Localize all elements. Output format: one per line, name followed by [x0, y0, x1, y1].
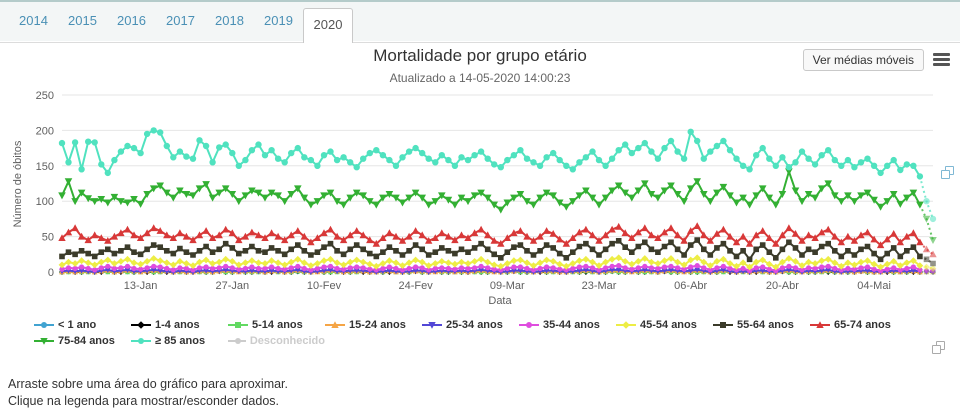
- series-markers-tail-55-64-anos: [923, 256, 936, 267]
- usage-hints: Arraste sobre uma área do gráfico para a…: [8, 376, 288, 410]
- x-tick-label: 04-Mai: [857, 280, 891, 292]
- copy-chart-icon[interactable]: [932, 341, 946, 355]
- legend-item-desconhecido[interactable]: Desconhecido: [228, 334, 325, 347]
- series-markers-75-84-anos: [58, 168, 924, 214]
- legend-item-1-4-anos[interactable]: 1-4 anos: [131, 318, 228, 331]
- y-tick-label: 250: [36, 90, 54, 102]
- legend-marker-75-84-anos: [34, 337, 54, 345]
- series-markers-55-64-anos: [59, 237, 923, 263]
- legend-item-75-84-anos[interactable]: 75-84 anos: [34, 334, 131, 347]
- year-tabbar: 2014 2015 2016 2017 2018 2019 2020: [0, 0, 960, 43]
- tab-2019[interactable]: 2019: [264, 13, 293, 28]
- legend-label: 55-64 anos: [737, 318, 794, 331]
- series-line-75-84-anos: [61, 170, 921, 211]
- x-axis-title: Data: [488, 295, 512, 307]
- legend-marker-35-44-anos: [519, 321, 539, 328]
- legend-marker-desconhecido: [228, 337, 246, 344]
- legend-marker-5-14-anos: [228, 321, 248, 328]
- legend-label: 1-4 anos: [155, 318, 200, 331]
- legend-label: Desconhecido: [249, 334, 325, 347]
- series-markers-45-54-anos: [58, 254, 924, 271]
- hint-legend: Clique na legenda para mostrar/esconder …: [8, 394, 280, 408]
- legend-item-85-mais-anos[interactable]: ≥ 85 anos: [131, 334, 228, 347]
- legend-label: < 1 ano: [58, 318, 97, 331]
- chart-title: Mortalidade por grupo etário: [373, 46, 587, 65]
- tab-2014[interactable]: 2014: [19, 13, 48, 28]
- legend-item-35-44-anos[interactable]: 35-44 anos: [519, 318, 616, 331]
- legend-marker-25-34-anos: [422, 321, 442, 329]
- tab-2015[interactable]: 2015: [68, 13, 97, 28]
- legend-label: 65-74 anos: [834, 318, 891, 331]
- series-line-tail-65-74-anos: [919, 241, 934, 256]
- y-tick-label: 50: [42, 232, 54, 244]
- legend-label: 45-54 anos: [640, 318, 697, 331]
- legend-label: 25-34 anos: [446, 318, 503, 331]
- y-tick-label: 200: [36, 125, 54, 137]
- x-tick-label: 09-Mar: [490, 280, 525, 292]
- x-tick-label: 20-Abr: [766, 280, 799, 292]
- series-markers-85-mais-anos: [58, 127, 924, 180]
- tab-2017[interactable]: 2017: [166, 13, 195, 28]
- moving-averages-button[interactable]: Ver médias móveis: [802, 49, 924, 71]
- legend-label: 15-24 anos: [349, 318, 406, 331]
- legend-item-55-64-anos[interactable]: 55-64 anos: [713, 318, 810, 331]
- legend-item-menos-1-ano[interactable]: < 1 ano: [34, 318, 131, 331]
- chart-legend: < 1 ano 1-4 anos 5-14 anos 15-24 anos 25-34 …: [34, 318, 919, 347]
- legend-item-15-24-anos[interactable]: 15-24 anos: [325, 318, 422, 331]
- hamburger-menu-icon[interactable]: [933, 53, 950, 68]
- y-tick-label: 0: [48, 267, 54, 279]
- y-tick-label: 150: [36, 161, 54, 173]
- legend-label: 35-44 anos: [543, 318, 600, 331]
- mortality-by-age-chart[interactable]: 0 50 100 150 200 250 13-Jan 27-Jan 10-Fev 24-Fev 0…: [0, 85, 960, 320]
- legend-marker-65-74-anos: [810, 320, 830, 328]
- x-tick-label: 13-Jan: [124, 280, 158, 292]
- x-tick-label: 27-Jan: [215, 280, 249, 292]
- legend-marker-menos-1-ano: [34, 321, 54, 328]
- series-markers-tail-65-74-anos: [922, 245, 937, 258]
- series-markers-65-74-anos: [58, 222, 924, 249]
- y-tick-label: 100: [36, 196, 54, 208]
- chart-subtitle: Atualizado a 14-05-2020 14:00:23: [389, 71, 571, 85]
- legend-marker-55-64-anos: [713, 321, 733, 328]
- x-tick-label: 10-Fev: [307, 280, 342, 292]
- legend-marker-15-24-anos: [325, 320, 345, 328]
- series-line-tail-85-mais-anos: [918, 176, 934, 220]
- legend-item-65-74-anos[interactable]: 65-74 anos: [810, 318, 907, 331]
- y-axis-title: Número de óbitos: [12, 140, 24, 228]
- series-markers-tail-85-mais-anos: [923, 197, 937, 223]
- legend-item-5-14-anos[interactable]: 5-14 anos: [228, 318, 325, 331]
- legend-marker-45-54-anos: [616, 320, 636, 329]
- legend-label: 5-14 anos: [252, 318, 303, 331]
- tab-2020-active[interactable]: 2020: [303, 8, 353, 43]
- legend-label: 75-84 anos: [58, 334, 115, 347]
- legend-label: ≥ 85 anos: [155, 334, 206, 347]
- x-tick-label: 23-Mar: [582, 280, 617, 292]
- tabbar-underline: [0, 42, 960, 43]
- tab-2016[interactable]: 2016: [117, 13, 146, 28]
- x-tick-label: 24-Fev: [398, 280, 433, 292]
- legend-marker-1-4-anos: [131, 320, 151, 329]
- side-copy-icon[interactable]: [941, 166, 955, 180]
- tab-2018[interactable]: 2018: [215, 13, 244, 28]
- legend-item-25-34-anos[interactable]: 25-34 anos: [422, 318, 519, 331]
- x-tick-label: 06-Abr: [674, 280, 707, 292]
- hint-zoom: Arraste sobre uma área do gráfico para a…: [8, 377, 288, 391]
- legend-item-45-54-anos[interactable]: 45-54 anos: [616, 318, 713, 331]
- legend-marker-85-mais-anos: [131, 337, 151, 344]
